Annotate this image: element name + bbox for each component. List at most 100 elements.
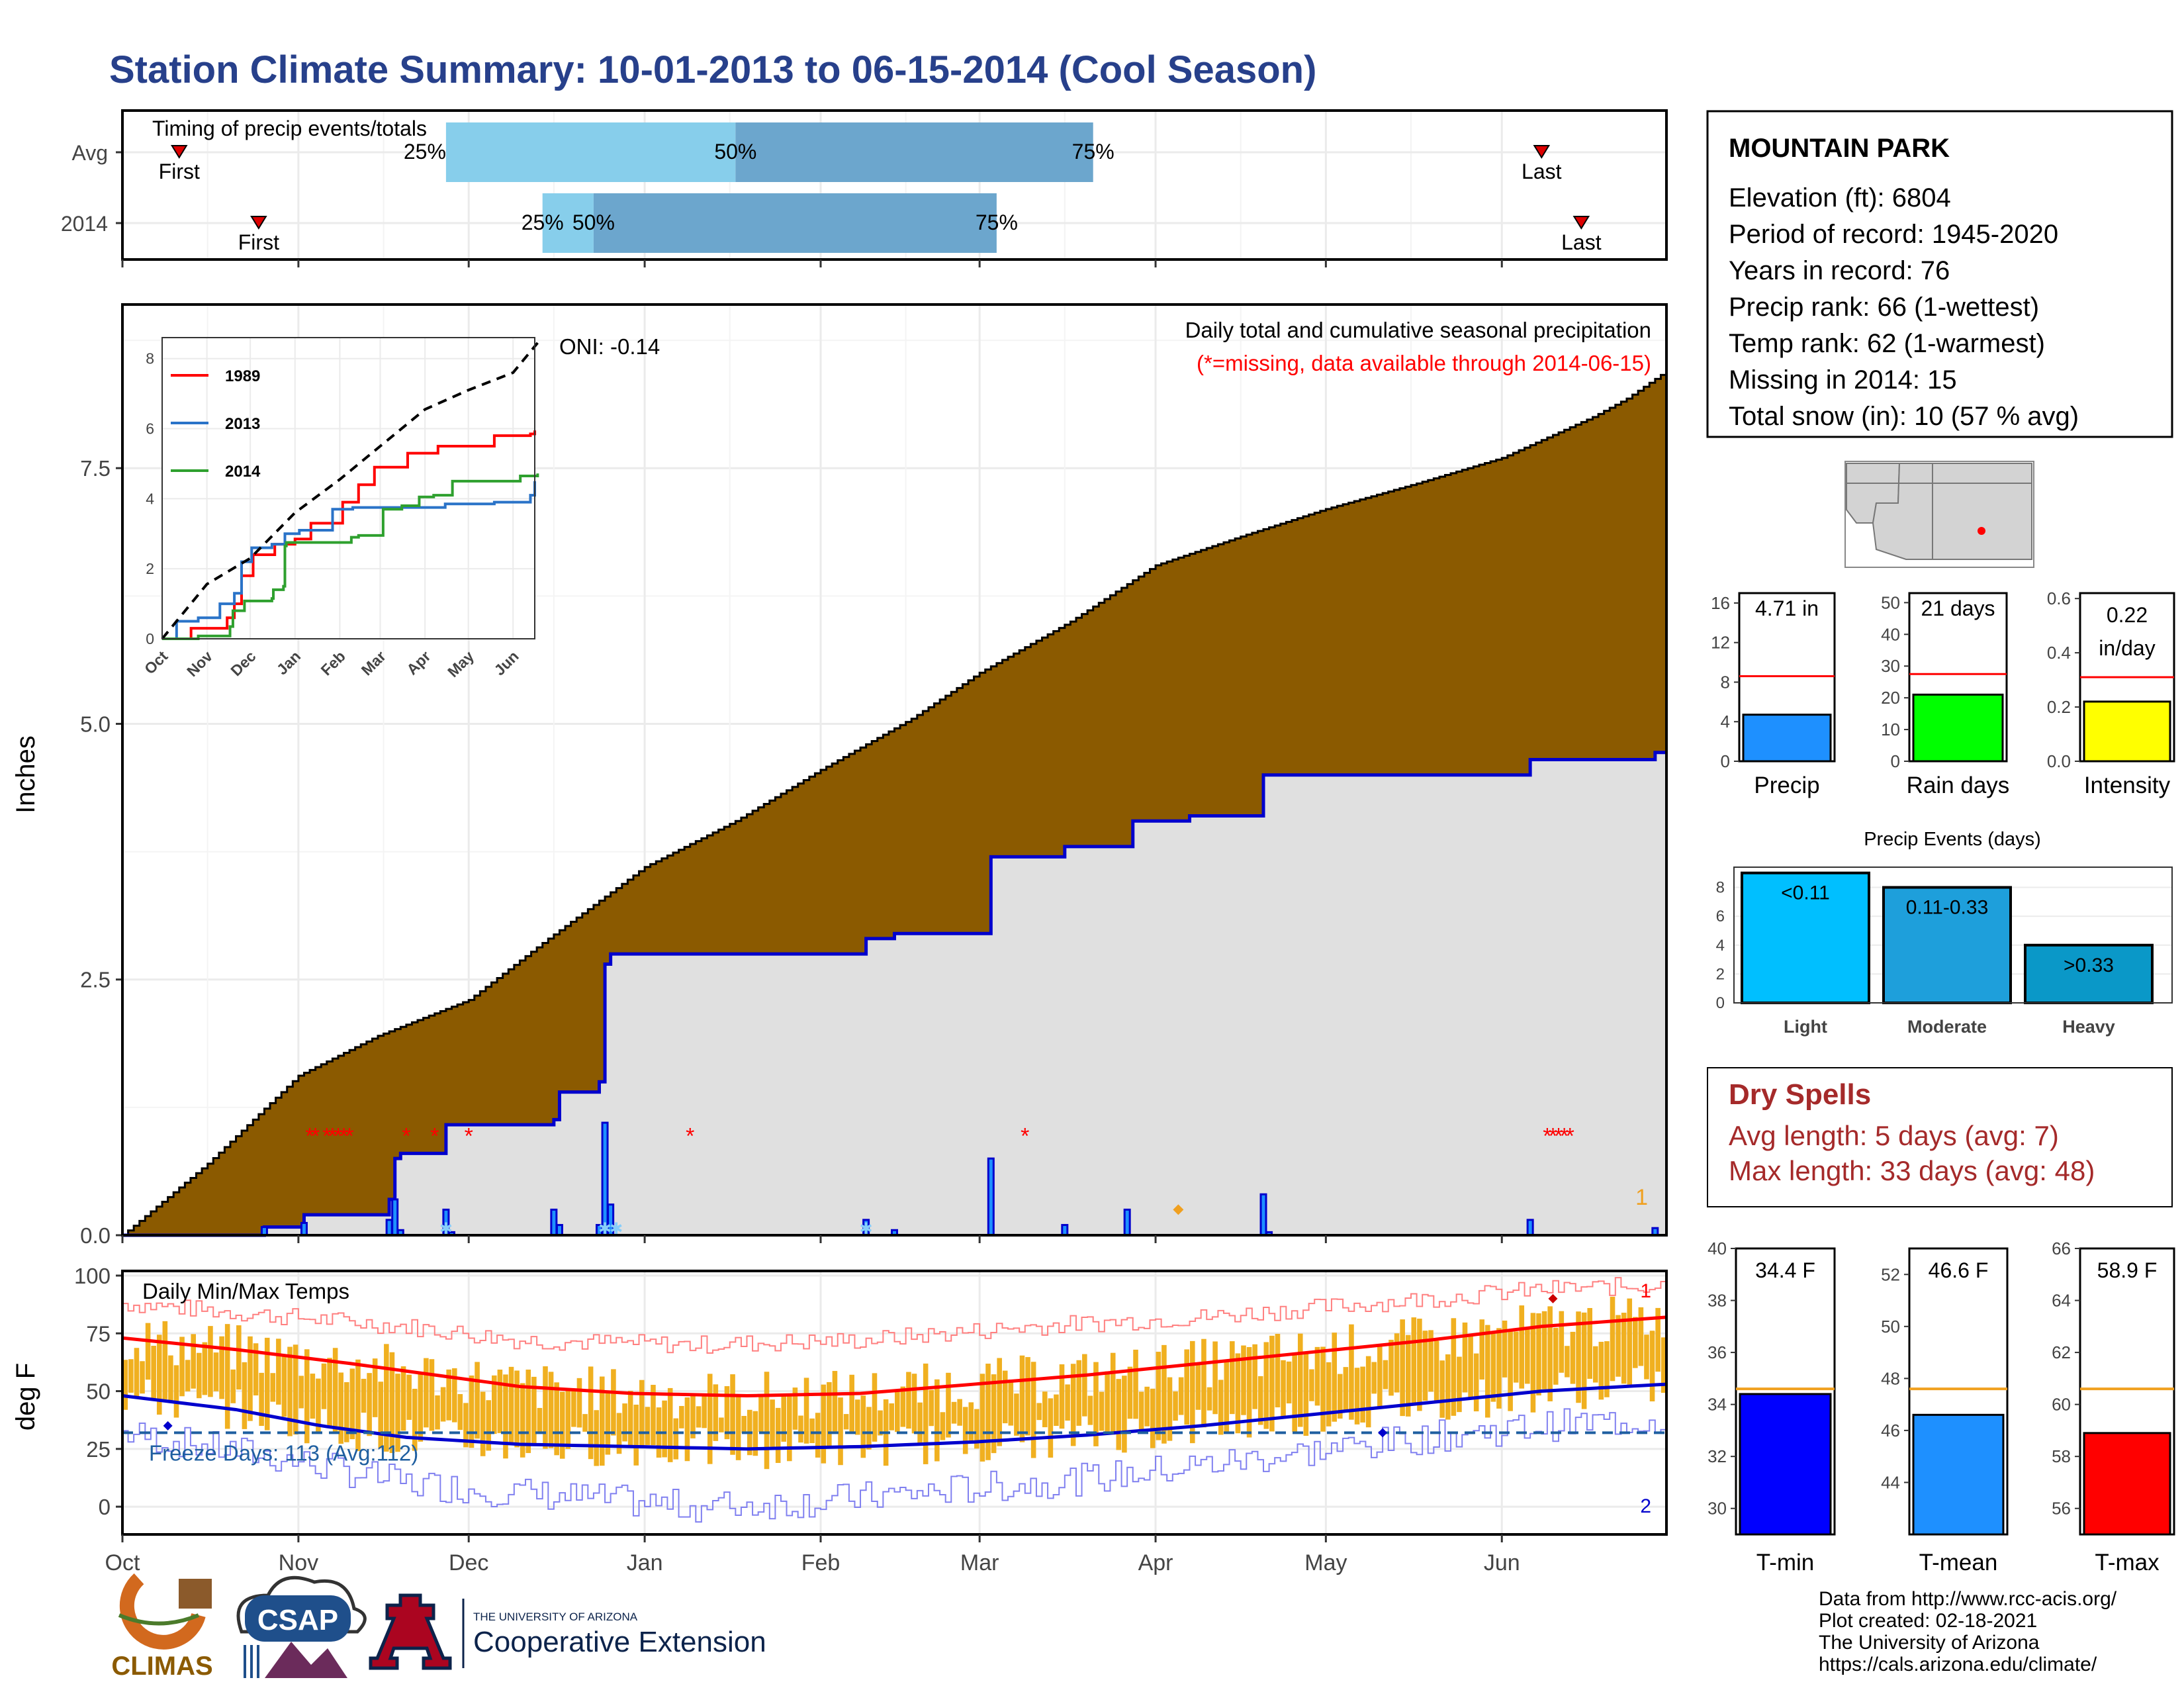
daily-temp-bar	[645, 1407, 651, 1445]
daily-temp-bar	[1144, 1386, 1150, 1427]
snow-mark-1: ✱	[598, 1220, 612, 1238]
daily-temp-bar	[588, 1366, 594, 1460]
daily-temp-bar	[752, 1411, 758, 1456]
inset-series-2013	[162, 481, 536, 640]
daily-temp-bar	[151, 1346, 156, 1399]
last-marker-0	[1533, 145, 1551, 159]
daily-temp-bar	[1320, 1346, 1326, 1432]
csap-logo-text: CSAP	[257, 1604, 338, 1636]
daily-temp-bar	[1570, 1331, 1576, 1384]
daily-temp-bar	[486, 1400, 492, 1451]
daily-temp-bar	[1309, 1369, 1314, 1401]
timing-bar-q75-0	[735, 122, 1093, 182]
panel-value-raindays: 21 days	[1921, 596, 1995, 620]
daily-temp-bar	[1530, 1313, 1536, 1413]
daily-temp-bar	[787, 1393, 792, 1462]
daily-temp-bar	[1490, 1333, 1496, 1402]
tpanel-bar-tmax	[2083, 1432, 2171, 1536]
daily-temp-bar	[758, 1395, 764, 1432]
missing-mark-7: *	[402, 1123, 410, 1149]
daily-temp-bar	[367, 1373, 372, 1436]
daily-temp-bar	[906, 1372, 911, 1429]
daily-temp-bar	[1281, 1360, 1286, 1417]
tpanel-ytick-label-tmin-4: 38	[1707, 1291, 1727, 1311]
daily-temp-bar	[1030, 1362, 1036, 1458]
inset-ytick-0: 0	[146, 630, 154, 647]
daily-temp-bar	[929, 1389, 934, 1427]
page-title: Station Climate Summary: 10-01-2013 to 0…	[109, 48, 1316, 91]
daily-temp-bar	[1405, 1335, 1411, 1417]
missing-mark-1: *	[311, 1123, 320, 1149]
daily-temp-bar	[1332, 1333, 1338, 1422]
daily-temp-bar	[156, 1335, 162, 1415]
daily-temp-bar	[1383, 1360, 1388, 1389]
daily-temp-bar	[1019, 1355, 1025, 1442]
panel-ytick-label-raindays-2: 20	[1881, 688, 1900, 708]
daily-temp-bar	[792, 1387, 798, 1430]
tpanel-ytick-label-tmin-3: 36	[1707, 1342, 1727, 1362]
station-info-box: MOUNTAIN PARK Elevation (ft): 6804 Perio…	[1706, 110, 2173, 438]
missing-mark-13: *	[1549, 1123, 1557, 1149]
daily-temp-bar	[1087, 1395, 1093, 1425]
daily-temp-bar	[633, 1404, 639, 1466]
daily-temp-bar	[991, 1374, 997, 1454]
summary-bar-panels: 4.71 in 0 4 8 12 16 Precip 21 days 0 10 20 30 40 50 Ra…	[1711, 588, 2175, 798]
daily-precip-bar-14	[987, 1157, 995, 1237]
daily-temp-bar	[565, 1389, 571, 1449]
daily-temp-bar	[1161, 1344, 1167, 1444]
daily-temp-bar	[1195, 1364, 1201, 1410]
daily-temp-bar	[162, 1321, 168, 1399]
daily-temp-bar	[1649, 1331, 1655, 1402]
daily-temp-bar	[1661, 1337, 1666, 1393]
record-min-point	[163, 1421, 173, 1430]
daily-temp-bar	[1655, 1307, 1661, 1372]
missing-mark-0: *	[305, 1123, 314, 1149]
daily-temp-bar	[208, 1326, 213, 1397]
temp-summary-panels: 34.4 F 30 32 34 36 38 40 T-min 46.6 F 44 46 48 50 52 T…	[1707, 1239, 2175, 1575]
daily-temp-bar	[707, 1374, 713, 1464]
daily-temp-bar	[1150, 1388, 1156, 1448]
panel-ytick-label-intensity-1: 0.2	[2047, 697, 2071, 717]
daily-temp-bar	[696, 1406, 702, 1428]
record-min-line	[122, 1408, 1666, 1523]
timing-bar-q75-1	[593, 193, 997, 253]
daily-temp-bar	[270, 1373, 276, 1402]
daily-temp-bar	[531, 1376, 537, 1443]
daily-temp-bar	[1014, 1393, 1019, 1436]
daily-temp-bar	[1156, 1352, 1161, 1440]
daily-temp-bar	[520, 1383, 525, 1458]
tpanel-ytick-label-tmin-1: 32	[1707, 1446, 1727, 1466]
daily-temp-bar	[974, 1409, 979, 1449]
daily-temp-bar	[911, 1374, 917, 1434]
oni-label: ONI: -0.14	[559, 334, 660, 359]
station-line-6: Missing in 2014: 15	[1729, 365, 1957, 395]
daily-temp-bar	[559, 1391, 565, 1459]
events-bar-label-Moderate: 0.11-0.33	[1906, 897, 1989, 919]
daily-temp-bar	[1303, 1354, 1309, 1436]
daily-temp-bar	[197, 1352, 202, 1399]
daily-temp-bar	[900, 1386, 906, 1427]
events-bar-label-Heavy: >0.33	[2064, 955, 2114, 976]
last-label-0: Last	[1522, 160, 1562, 183]
timing-row-label-0: Avg	[71, 141, 108, 165]
daily-temp-bar	[1099, 1391, 1105, 1431]
station-line-4: Precip rank: 66 (1-wettest)	[1729, 293, 2039, 322]
missing-mark-15: *	[1560, 1123, 1569, 1149]
daily-temp-bar	[815, 1413, 821, 1458]
timing-q50-label-0: 50%	[714, 140, 756, 164]
daily-temp-bar	[1042, 1391, 1048, 1428]
avg-min-line	[122, 1382, 1667, 1451]
daily-temp-bar	[684, 1397, 690, 1462]
daily-temp-bar	[1241, 1345, 1246, 1415]
missing-mark-16: *	[1566, 1123, 1574, 1149]
daily-precip-bar-2	[385, 1219, 393, 1237]
record-max-point	[1548, 1293, 1558, 1303]
snow-mark-2: ✱	[610, 1220, 623, 1238]
inset-ytick-4: 8	[146, 350, 154, 367]
panel-ytick-label-precip-1: 4	[1721, 712, 1730, 731]
tpanel-ytick-label-tmean-2: 48	[1881, 1368, 1900, 1388]
daily-temp-bar	[480, 1391, 486, 1456]
events-ytick-2: 4	[1716, 937, 1725, 955]
daily-temp-bar	[872, 1373, 878, 1442]
